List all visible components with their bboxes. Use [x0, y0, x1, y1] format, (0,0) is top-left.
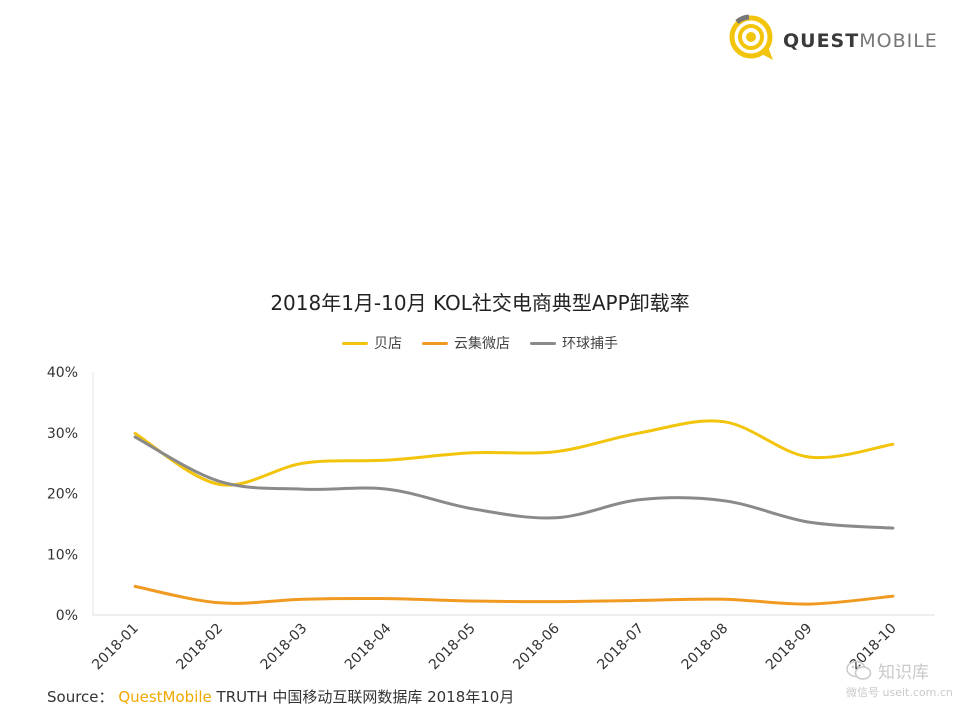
legend-item-huanqiu: 环球捕手 [530, 333, 618, 353]
line-chart: 40% 30% 20% 10% 0% 2018-01 2018-02 2018-03 2018-… [47, 365, 935, 674]
legend-label-beidian: 贝店 [374, 336, 402, 352]
series-line-huanqiu [133, 435, 895, 530]
x-tick-label: 2018-07 [594, 621, 647, 674]
source-text: TRUTH 中国移动互联网数据库 2018年10月 [216, 688, 515, 706]
y-tick-label: 0% [56, 608, 78, 624]
logo-wordmark: QUESTMOBILE [783, 30, 938, 52]
legend-swatch-huanqiu [530, 341, 556, 345]
source-footer: Source： QuestMobile TRUTH 中国移动互联网数据库 201… [47, 686, 514, 707]
legend-label-yunji: 云集微店 [454, 336, 510, 352]
series-line-beidian [133, 419, 895, 487]
chart-legend: 贝店 云集微店 环球捕手 [0, 333, 960, 353]
x-tick-label: 2018-09 [763, 621, 816, 674]
legend-item-yunji: 云集微店 [422, 333, 510, 353]
source-label: Source： [47, 688, 114, 706]
watermark: 知识库 微信号 useit.com.cn [846, 658, 956, 704]
source-brand: QuestMobile [118, 688, 212, 706]
x-tick-label: 2018-02 [173, 621, 226, 674]
series-line-yunji [133, 584, 895, 606]
y-tick-label: 30% [47, 426, 78, 442]
legend-item-beidian: 贝店 [342, 333, 402, 353]
legend-label-huanqiu: 环球捕手 [562, 336, 618, 352]
x-tick-label: 2018-04 [342, 620, 395, 673]
x-tick-label: 2018-08 [679, 621, 732, 674]
watermark-name: 知识库 [878, 663, 929, 683]
legend-swatch-beidian [342, 341, 368, 345]
y-tick-label: 20% [47, 487, 78, 503]
x-tick-label: 2018-06 [510, 620, 563, 673]
questmobile-logo: QUESTMOBILE [727, 13, 937, 63]
x-tick-label: 2018-03 [258, 621, 311, 674]
wechat-icon [846, 660, 872, 680]
chart-title: 2018年1月-10月 KOL社交电商典型APP卸载率 [270, 291, 690, 315]
y-tick-label: 40% [47, 365, 78, 381]
watermark-sub: 微信号 useit.com.cn [846, 686, 953, 699]
logo-mark-icon [729, 14, 773, 60]
x-tick-label: 2018-05 [426, 621, 479, 674]
y-tick-label: 10% [47, 547, 78, 563]
x-tick-label: 2018-01 [89, 621, 142, 674]
legend-swatch-yunji [422, 341, 448, 345]
